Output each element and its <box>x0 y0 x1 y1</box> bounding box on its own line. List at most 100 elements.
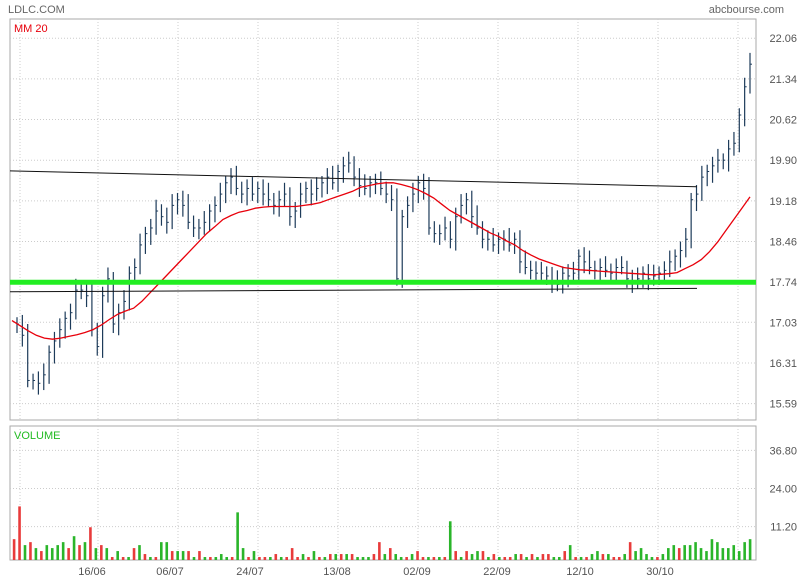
volume-bar <box>187 551 190 560</box>
chart-frames <box>9 18 757 561</box>
volume-bar <box>536 557 539 560</box>
volume-bar <box>94 548 98 560</box>
volume-bar <box>470 554 474 560</box>
volume-bar <box>688 545 692 560</box>
volume-bar <box>574 557 577 560</box>
volume-bar <box>45 545 49 560</box>
volume-bar <box>252 551 256 560</box>
volume-bar <box>481 551 485 560</box>
x-tick-label: 22/09 <box>483 566 511 578</box>
volume-bar <box>40 551 43 560</box>
volume-bar <box>694 542 697 560</box>
volume-bar <box>465 551 468 560</box>
price-y-tick-label: 21.34 <box>769 74 797 86</box>
volume-bar <box>748 539 752 560</box>
volume-bar <box>388 548 392 560</box>
x-tick-label: 13/08 <box>323 566 351 578</box>
volume-bar <box>67 548 70 560</box>
x-tick-label: 16/06 <box>78 566 106 578</box>
volume-bar <box>339 554 343 560</box>
price-y-tick-label: 17.03 <box>769 317 797 329</box>
volume-bar <box>318 557 321 560</box>
volume-bar <box>732 545 736 560</box>
volume-bar <box>143 554 147 560</box>
volume-bar <box>519 554 523 560</box>
volume-bar <box>116 551 119 560</box>
volume-bar <box>617 557 621 560</box>
volume-bar <box>557 557 561 560</box>
volume-bar <box>547 554 550 560</box>
volume-bar <box>645 554 648 560</box>
volume-bar <box>296 557 299 560</box>
price-y-tick-label: 18.46 <box>769 237 797 249</box>
volume-bar <box>568 545 572 560</box>
volume-bar <box>241 548 245 560</box>
volume-bar <box>285 557 288 560</box>
volume-bar <box>138 545 141 560</box>
volume-bar <box>290 548 294 560</box>
volume-bar <box>160 542 163 560</box>
volume-bar <box>590 554 594 560</box>
volume-bar <box>105 548 109 560</box>
volume-bar <box>541 554 545 560</box>
volume-bar <box>716 542 719 560</box>
price-bars <box>16 52 752 395</box>
volume-bar <box>650 557 654 560</box>
trendline <box>9 287 698 293</box>
volume-bar <box>667 548 670 560</box>
volume-bar <box>236 512 239 560</box>
volume-bar <box>427 557 430 560</box>
volume-bar <box>203 557 207 560</box>
price-y-tick-label: 19.18 <box>769 196 797 208</box>
volume-bar <box>350 554 354 560</box>
moving-average-line <box>11 182 751 340</box>
volume-legend: VOLUME <box>14 430 60 442</box>
volume-bar <box>170 551 174 560</box>
volume-bar <box>726 548 730 560</box>
volume-bar <box>214 557 218 560</box>
volume-bar <box>83 542 87 560</box>
x-tick-label: 30/10 <box>646 566 674 578</box>
volume-bar <box>61 542 65 560</box>
price-y-tick-label: 19.90 <box>769 155 797 167</box>
price-y-tick-label: 22.06 <box>769 33 797 45</box>
volume-bar <box>56 545 60 560</box>
volume-frame <box>9 425 757 561</box>
volume-bar <box>269 557 272 560</box>
volume-bar <box>89 527 92 560</box>
volume-bar <box>623 554 627 560</box>
volume-bar <box>219 554 223 560</box>
volume-bar <box>247 557 250 560</box>
volume-bar <box>307 557 310 560</box>
volume-bar <box>677 548 681 560</box>
volume-bar <box>192 557 196 560</box>
volume-bar <box>274 554 278 560</box>
volume-bar <box>743 542 746 560</box>
volume-bar <box>607 554 610 560</box>
volume-bar <box>23 545 27 560</box>
x-tick-label: 06/07 <box>156 566 184 578</box>
volume-bar <box>361 557 365 560</box>
volume-bar <box>563 551 567 560</box>
volume-bar <box>110 557 114 560</box>
source-label: abcbourse.com <box>709 4 784 16</box>
volume-bar <box>612 557 616 560</box>
price-y-tick-label: 15.59 <box>769 399 797 411</box>
volume-bar <box>432 557 436 560</box>
volume-bar <box>78 545 81 560</box>
volume-bar <box>459 557 463 560</box>
volume-bar <box>356 557 359 560</box>
volume-bar <box>198 551 201 560</box>
volume-bar <box>683 545 686 560</box>
volume-bar <box>656 557 659 560</box>
volume-bar <box>12 539 16 560</box>
volume-bar <box>661 554 665 560</box>
trendline <box>9 170 698 188</box>
volume-bar <box>737 551 741 560</box>
volume-bar <box>705 551 708 560</box>
volume-bar <box>165 542 169 560</box>
volume-bar <box>50 548 54 560</box>
volume-bar <box>127 557 130 560</box>
volume-bar <box>405 557 408 560</box>
